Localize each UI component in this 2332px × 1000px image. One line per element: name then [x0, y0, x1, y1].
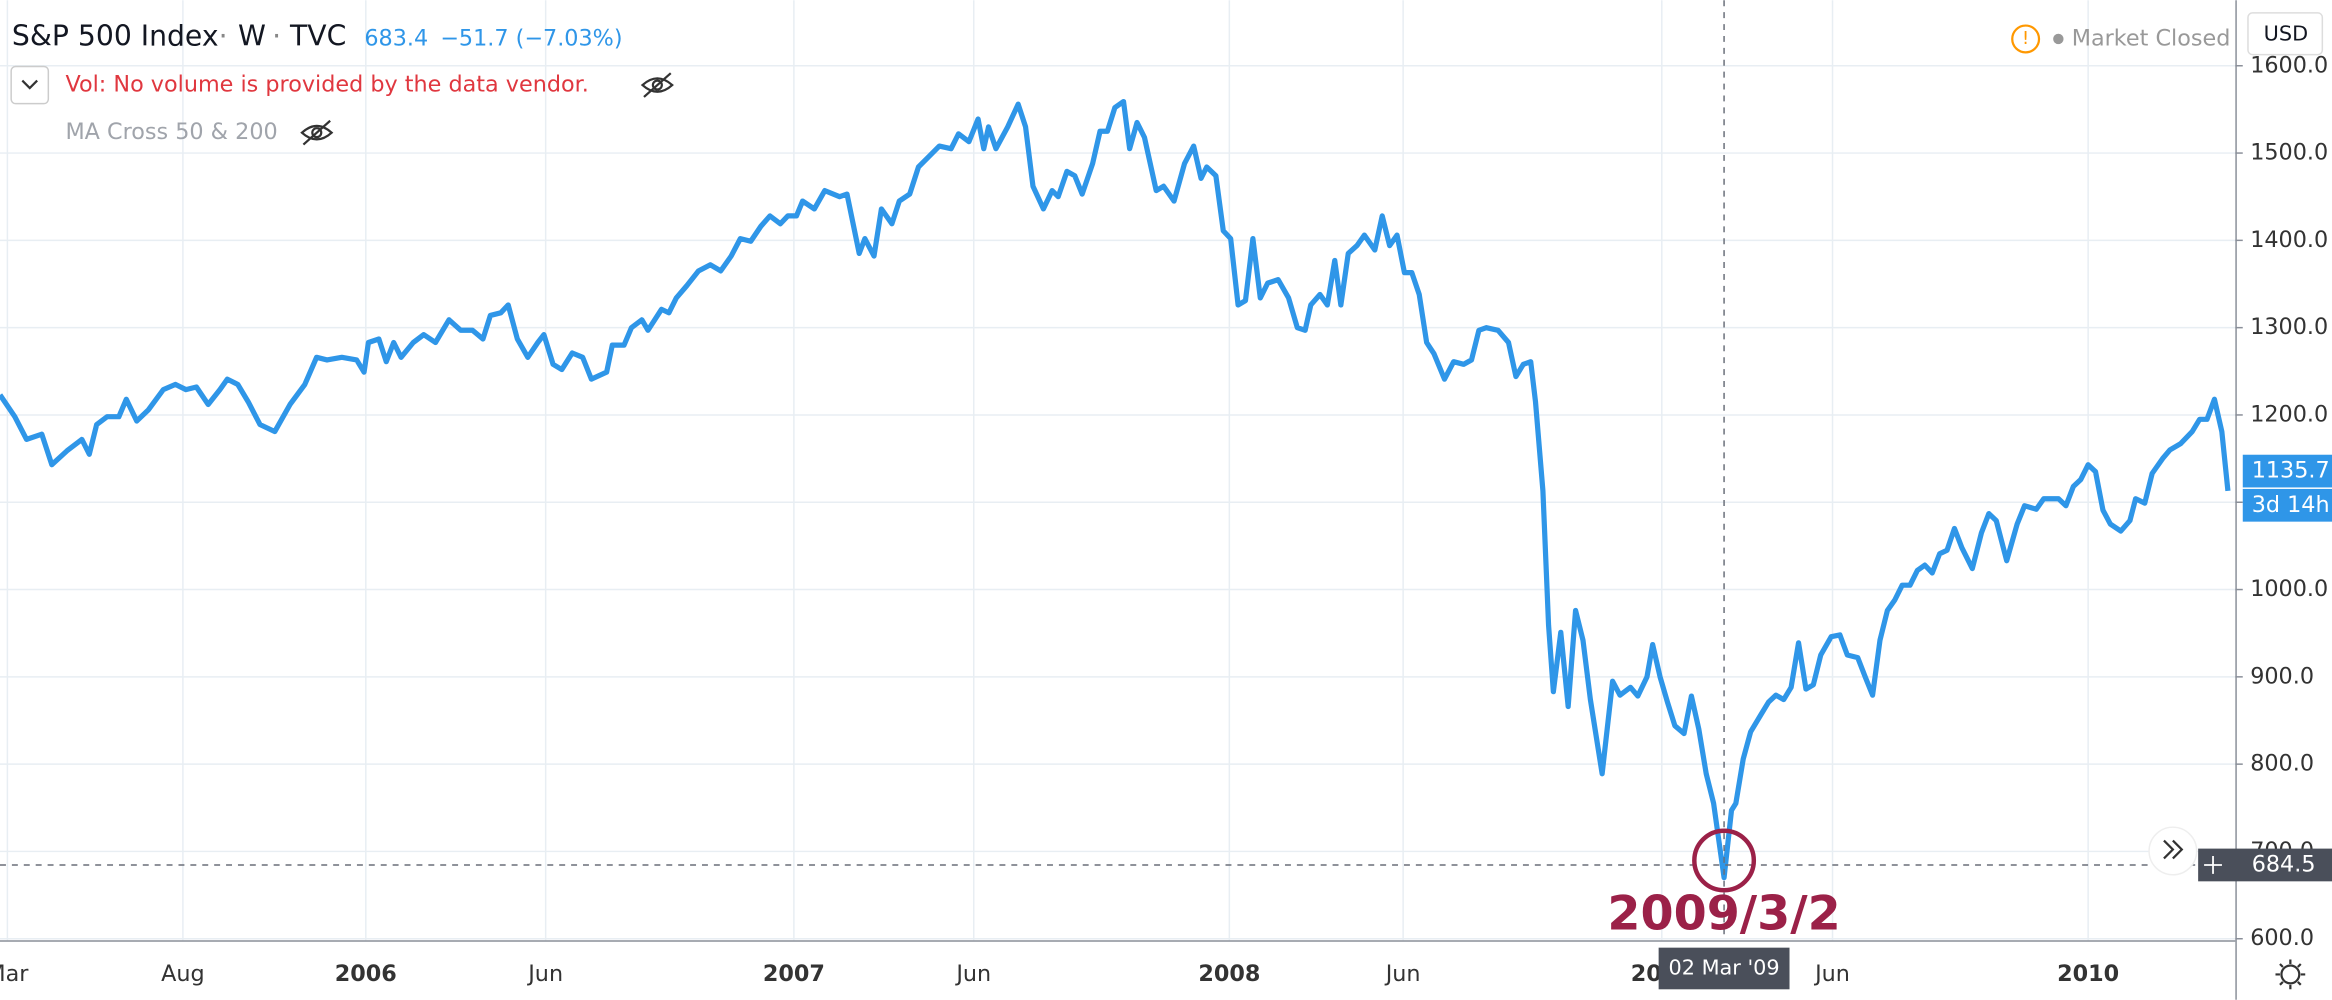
countdown-label: 3d 14h [2252, 492, 2330, 518]
x-tick-label: Aug [161, 961, 205, 987]
highlight-circle [1692, 828, 1757, 893]
countdown-tag [2242, 488, 2332, 522]
crosshair-x-label: 02 Mar '09 [1668, 955, 1779, 979]
y-tick-label: 800.0 [2250, 751, 2314, 777]
x-tick-label: 2006 [335, 961, 397, 987]
crosshair-x-tag [1658, 947, 1790, 990]
warning-mark: ! [2022, 28, 2029, 49]
source: TVC [289, 19, 346, 52]
last-price-label: 1135.7 [2252, 458, 2330, 484]
x-tick-label: Jun [1813, 961, 1850, 987]
crosshair-plus [2204, 856, 2222, 874]
x-tick-label: Jun [954, 961, 991, 987]
separator: · [219, 19, 228, 52]
annotation: 2009/3/2 [1607, 886, 1840, 941]
grid [0, 0, 2236, 941]
y-tick-label: 1300.0 [2250, 314, 2328, 340]
currency: USD [2264, 21, 2308, 45]
hide-icon[interactable] [300, 119, 334, 146]
x-tick-label: 2007 [763, 961, 825, 987]
last-price-tag [2242, 454, 2332, 488]
interval: W [238, 19, 266, 52]
y-tick-label: 1000.0 [2250, 576, 2328, 602]
plot [0, 98, 2231, 881]
x-tick-label: Mar [0, 961, 29, 987]
y-tick-label: 1200.0 [2250, 401, 2328, 427]
x-tick-label: 2010 [2057, 961, 2119, 987]
change: −51.7 (−7.03%) [440, 25, 622, 51]
y-tick-label: 1500.0 [2250, 140, 2328, 166]
settings-icon[interactable] [2275, 959, 2306, 990]
x-tick-label: 2008 [1198, 961, 1260, 987]
currency-box[interactable] [2247, 12, 2324, 56]
price-line [0, 98, 2231, 881]
chevron-icon [21, 79, 38, 90]
separator: · [272, 19, 281, 52]
y-tick-label: 900.0 [2250, 663, 2314, 689]
volume-indicator: Vol: No volume is provided by the data v… [65, 72, 588, 98]
x-tick-label: Jun [1384, 961, 1421, 987]
crosshair-y-label: 684.5 [2252, 851, 2316, 877]
warning-icon[interactable] [2011, 24, 2041, 54]
status-dot [2053, 33, 2064, 45]
x-tick-label: Jun [526, 961, 563, 987]
price: 683.4 [364, 25, 428, 51]
ma-indicator: MA Cross 50 & 200 [65, 119, 277, 145]
y-tick-label: 600.0 [2250, 925, 2314, 951]
y-tick-label: 1400.0 [2250, 227, 2328, 253]
y-tick-label: 1600.0 [2250, 52, 2328, 78]
symbol-title: S&P 500 Index [12, 19, 219, 52]
collapse-button[interactable] [10, 65, 50, 105]
hide-icon[interactable] [640, 72, 674, 98]
market-status: Market Closed [2072, 25, 2231, 51]
scroll-icon [2163, 839, 2184, 860]
